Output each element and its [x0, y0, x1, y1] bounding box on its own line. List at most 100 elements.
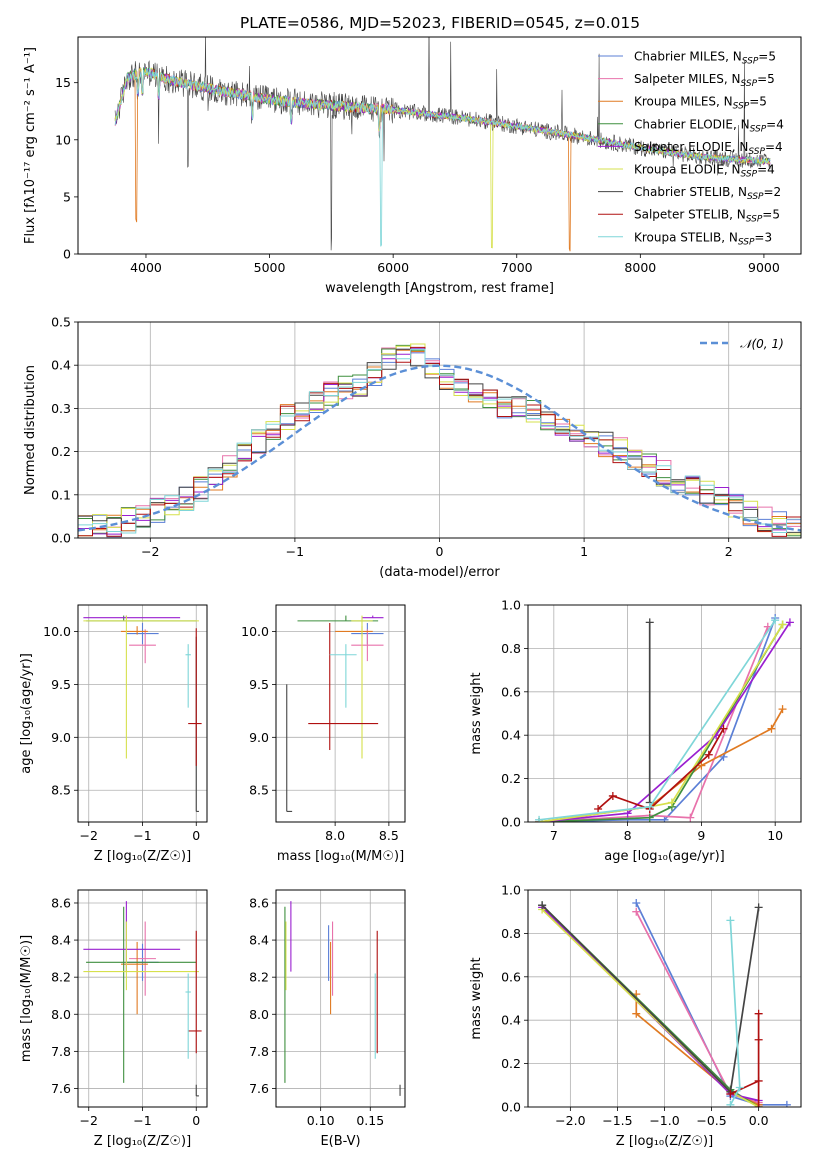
data-point-marker [632, 899, 641, 908]
x-tick-label: 2 [725, 544, 733, 559]
y-tick-label: 9.5 [249, 677, 269, 692]
y-tick-label: 0.5 [51, 315, 71, 330]
y-axis-label: mass weight [469, 672, 484, 754]
plot-area [78, 343, 801, 538]
data-point-marker [704, 750, 713, 759]
massweight-vs-age-panel: 7 8 9 10 0.0 0.2 0.4 0.6 0.8 1.0 age [log₁₀(age/yr… [469, 598, 802, 864]
y-tick-label: 7.6 [51, 1081, 71, 1096]
axes-background [527, 604, 802, 823]
data-point-marker [535, 815, 544, 822]
mass-vs-extinction-panel: 0.10 0.15 7.6 7.8 8.0 8.2 8.4 8.6 E(B-V) [249, 889, 406, 1149]
y-tick-label: 0.6 [501, 684, 521, 699]
y-tick-label: 5 [63, 189, 71, 204]
data-point-marker [754, 1009, 763, 1018]
x-tick-label: 0.10 [307, 1113, 335, 1128]
data-point-marker [771, 616, 780, 625]
weight-line-salpeter-miles [539, 626, 769, 822]
legend-entry: Chabrier ELODIE, NSSP=4 [634, 117, 784, 134]
data-point-marker [645, 618, 654, 627]
data-point-marker [645, 813, 654, 822]
data-point-marker [767, 724, 776, 733]
data-point-marker [785, 618, 794, 627]
y-tick-label: 8.6 [249, 895, 269, 910]
data-point-marker [594, 804, 603, 813]
legend-entry: Kroupa STELIB, NSSP=3 [634, 230, 772, 247]
x-tick-label: −1 [133, 1113, 151, 1128]
y-tick-label: 0.0 [51, 531, 71, 546]
plot-area [538, 899, 791, 1107]
data-point-marker [632, 907, 641, 916]
age-vs-mass-panel: 8.0 8.5 8.5 9.0 9.5 10.0 mass [log₁₀(M/M☉)] [241, 604, 406, 864]
y-tick-label: 8.6 [51, 895, 71, 910]
data-point-marker [608, 791, 617, 800]
y-tick-label: 0 [63, 247, 71, 262]
legend-entry: Salpeter ELODIE, NSSP=4 [634, 140, 783, 157]
y-tick-label: 0.3 [51, 401, 71, 416]
y-tick-label: 8.5 [51, 783, 71, 798]
y-tick-label: 7.8 [249, 1044, 269, 1059]
x-axis-label: Z [log₁₀(Z/Z☉)] [94, 849, 191, 864]
y-tick-label: 0.6 [501, 969, 521, 984]
x-axis-label: (data-model)/error [379, 565, 500, 580]
y-axis-label: Flux [fλ10⁻¹⁷ erg cm⁻² s⁻¹ A⁻¹] [23, 47, 38, 244]
weight-line-kroupa-elodie [538, 624, 784, 822]
y-tick-label: 7.6 [249, 1081, 269, 1096]
x-tick-label: 0.15 [356, 1113, 384, 1128]
y-tick-label: 8.0 [51, 1007, 71, 1022]
x-tick-label: 10 [767, 828, 783, 843]
data-point-marker [719, 724, 728, 733]
y-tick-label: 10 [55, 132, 71, 147]
data-point-marker [726, 1100, 735, 1107]
y-tick-label: 10.0 [241, 624, 269, 639]
residuals-histogram-panel: −2 −1 0 1 2 0.0 0.1 0.2 0.3 0.4 0.5 (data-model)/er… [23, 315, 802, 580]
legend-entry: Salpeter STELIB, NSSP=5 [634, 208, 780, 225]
y-axis-label: mass weight [469, 957, 484, 1039]
y-tick-label: 0.4 [501, 728, 521, 743]
y-tick-label: 8.0 [249, 1007, 269, 1022]
x-axis-label: Z [log₁₀(Z/Z☉)] [616, 1134, 713, 1149]
x-tick-label: −2 [80, 1113, 98, 1128]
axes-frame [77, 321, 802, 539]
spectrum-panel: 4000 5000 6000 7000 8000 9000 0 5 10 15 wavelength… [23, 36, 802, 296]
y-tick-label: 0.2 [501, 771, 521, 786]
x-axis-label: Z [log₁₀(Z/Z☉)] [94, 1134, 191, 1149]
plot-area [284, 901, 401, 1096]
y-tick-label: 9.0 [249, 730, 269, 745]
data-point-marker [778, 705, 787, 714]
data-point-marker [660, 815, 669, 822]
x-tick-label: 9000 [748, 260, 780, 275]
plot-area [286, 615, 384, 812]
x-tick-label: −1 [286, 544, 304, 559]
legend-entry: Salpeter MILES, NSSP=5 [634, 72, 775, 89]
y-tick-label: 0.2 [501, 1056, 521, 1071]
legend-entry: Chabrier STELIB, NSSP=2 [634, 185, 781, 202]
axes-frame [77, 889, 208, 1108]
y-tick-label: 8.5 [249, 783, 269, 798]
axes-background [77, 36, 802, 255]
y-tick-label: 0.4 [51, 358, 71, 373]
axes-frame [527, 604, 802, 823]
y-tick-label: 0.0 [501, 1100, 521, 1115]
x-tick-label: 9 [697, 828, 705, 843]
y-tick-label: 9.0 [51, 730, 71, 745]
age-vs-metallicity-panel: −2 −1 0 8.5 9.0 9.5 10.0 Z [log₁₀(Z/Z☉)] age [lo… [19, 604, 208, 864]
plot-area [83, 901, 202, 1097]
y-axis-label: Normed distribution [23, 365, 38, 495]
mass-vs-metallicity-panel: −2 −1 0 7.6 7.8 8.0 8.2 8.4 8.6 Z [log₁₀(Z/Z☉)] ma… [19, 889, 208, 1149]
x-tick-label: −2 [141, 544, 159, 559]
y-tick-label: 0.1 [51, 487, 71, 502]
x-tick-label: 8000 [624, 260, 656, 275]
legend-entry: Kroupa ELODIE, NSSP=4 [634, 163, 775, 180]
x-tick-label: −1.0 [649, 1113, 679, 1128]
plot-area [114, 37, 771, 252]
x-tick-label: 0 [192, 1113, 200, 1128]
y-tick-label: 8.4 [249, 933, 269, 948]
axes-background [275, 889, 406, 1108]
x-tick-label: 8.5 [379, 828, 399, 843]
x-axis-label: wavelength [Angstrom, rest frame] [325, 281, 554, 296]
legend-entry: Chabrier MILES, NSSP=5 [634, 50, 776, 67]
massweight-vs-metallicity-panel: −2.0 −1.5 −1.0 −0.5 0.0 0.0 0.2 0.4 0.6 0.8 1.0 Z [… [469, 883, 802, 1149]
y-tick-label: 10.0 [43, 624, 71, 639]
data-point-marker [632, 1009, 641, 1018]
